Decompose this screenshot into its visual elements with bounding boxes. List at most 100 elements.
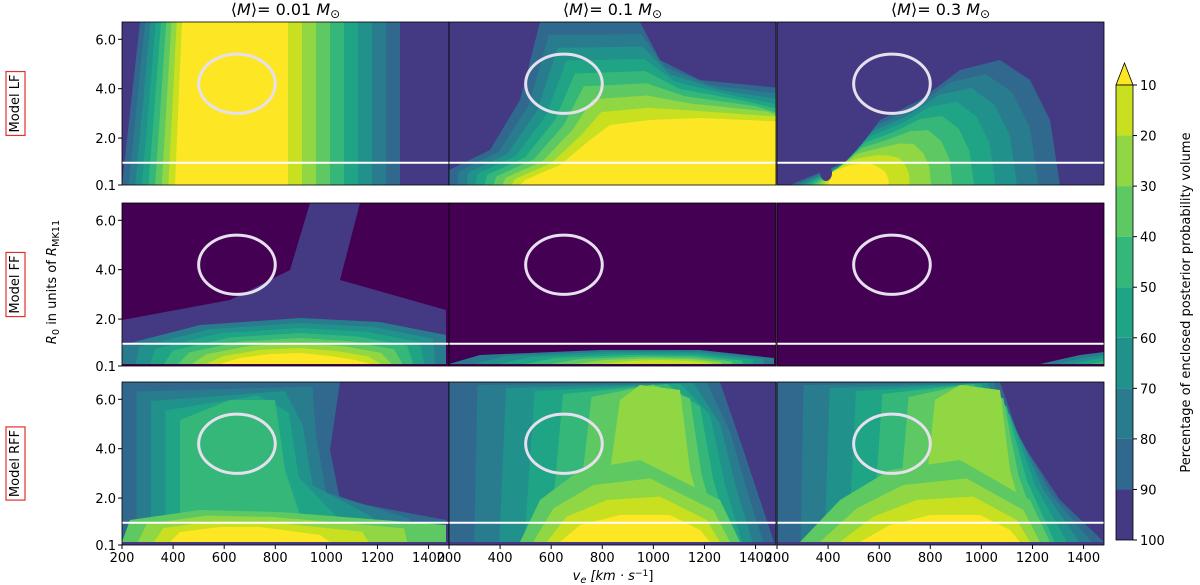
contour-region	[1090, 361, 1104, 364]
colorbar-band	[1116, 135, 1133, 187]
panel	[777, 382, 1104, 545]
label-part: ]	[648, 569, 653, 584]
y-tick-label: 2.0	[95, 313, 116, 328]
colorbar-band	[1116, 186, 1133, 237]
label-part: [	[586, 569, 596, 584]
label-part: v	[573, 569, 581, 584]
label-part: MK11	[51, 220, 62, 247]
panel	[449, 382, 776, 545]
label-part: M	[316, 0, 330, 19]
reference-ellipse	[524, 233, 604, 296]
y-tick-label: 6.0	[95, 33, 116, 48]
panel	[777, 203, 1104, 366]
label-part: km · s	[596, 569, 636, 584]
panel-frame	[776, 381, 1105, 546]
label-part: in units of	[45, 256, 60, 329]
panel-background	[449, 203, 776, 366]
x-tick-label: 1400	[1067, 551, 1100, 566]
panel-frame	[776, 21, 1105, 186]
colorbar-tick-label: 70	[1140, 382, 1157, 397]
x-tick-label: 400	[816, 551, 841, 566]
colorbar-tick-label: 90	[1140, 483, 1157, 498]
label-part: 0	[51, 329, 62, 335]
x-axis-label: ve [km · s−1]	[573, 569, 654, 585]
x-tick-label: 600	[212, 551, 237, 566]
x-tick-label: 1000	[637, 551, 670, 566]
reference-ellipse	[852, 233, 932, 296]
y-tick-label: 4.0	[95, 83, 116, 98]
column-title: ⟨M⟩= 0.1 M⊙	[563, 0, 662, 21]
label-part: ⊙	[980, 7, 990, 21]
x-tick-label: 200	[437, 551, 462, 566]
colorbar-tick-label: 30	[1140, 180, 1157, 195]
x-tick-label: 1400	[412, 551, 445, 566]
panel	[777, 22, 1104, 185]
label-part: ⟩= 0.3	[911, 0, 966, 19]
x-tick-label: 200	[110, 551, 135, 566]
y-tick-label: 4.0	[95, 443, 116, 458]
colorbar-band	[1116, 388, 1133, 439]
colorbar-tick-label: 50	[1140, 281, 1157, 296]
x-tick-label: 800	[590, 551, 615, 566]
x-tick-label: 400	[161, 551, 186, 566]
x-tick-label: 1200	[361, 551, 394, 566]
colorbar-frame	[1115, 84, 1134, 541]
row-label-box	[5, 251, 26, 318]
contour-region	[600, 360, 712, 364]
label-part: M	[638, 0, 652, 19]
contour-region	[1073, 358, 1104, 364]
label-part: M	[897, 0, 911, 19]
colorbar-tick-label: 10	[1140, 79, 1157, 94]
reference-ellipse	[197, 52, 277, 115]
colorbar-tick-label: 60	[1140, 332, 1157, 347]
contour-region	[820, 165, 832, 181]
colorbar-band	[1116, 337, 1133, 389]
colorbar-band	[1116, 287, 1133, 338]
contour-region	[828, 163, 889, 185]
contour-region	[220, 353, 370, 364]
colorbar-tick-label: 100	[1140, 534, 1165, 549]
panel-frame	[448, 21, 777, 186]
x-tick-label: 400	[488, 551, 513, 566]
y-tick-label: 6.0	[95, 393, 116, 408]
y-tick-label: 2.0	[95, 492, 116, 507]
x-tick-label: 200	[765, 551, 790, 566]
panel-frame	[448, 381, 777, 546]
x-tick-label: 800	[263, 551, 288, 566]
label-part: ⊙	[330, 7, 340, 21]
label-part: −1	[635, 569, 648, 579]
label-part: M	[569, 0, 583, 19]
panel	[449, 22, 776, 185]
panel	[449, 203, 776, 366]
label-part: M	[237, 0, 251, 19]
x-tick-label: 1400	[739, 551, 772, 566]
row-label-box	[5, 426, 26, 501]
y-axis-label: R0 in units of RMK11	[45, 220, 62, 344]
x-tick-label: 600	[539, 551, 564, 566]
label-part: R	[45, 335, 60, 344]
colorbar-band	[1116, 489, 1133, 540]
colorbar-tick-label: 80	[1140, 433, 1157, 448]
y-tick-label: 6.0	[95, 214, 116, 229]
contour-region	[175, 22, 288, 185]
y-tick-label: 4.0	[95, 264, 116, 279]
panel	[122, 203, 449, 366]
x-tick-label: 1000	[965, 551, 998, 566]
reference-ellipse	[197, 412, 277, 475]
label-part: ⟨	[891, 0, 897, 19]
column-title: ⟨M⟩= 0.01 M⊙	[231, 0, 340, 21]
reference-ellipse	[197, 233, 277, 296]
label-part: ⟨	[563, 0, 569, 19]
colorbar-label: Percentage of enclosed posterior probabi…	[1179, 132, 1194, 472]
row-label: Model RFF	[8, 430, 23, 497]
reference-ellipse	[524, 52, 604, 115]
contour-region	[180, 400, 300, 542]
x-tick-label: 1200	[688, 551, 721, 566]
panel	[122, 22, 449, 185]
row-label: Model LF	[8, 75, 23, 133]
label-part: ⊙	[652, 7, 662, 21]
panel-frame	[448, 202, 777, 367]
reference-ellipse	[852, 412, 932, 475]
colorbar-tick-label: 20	[1140, 130, 1157, 145]
